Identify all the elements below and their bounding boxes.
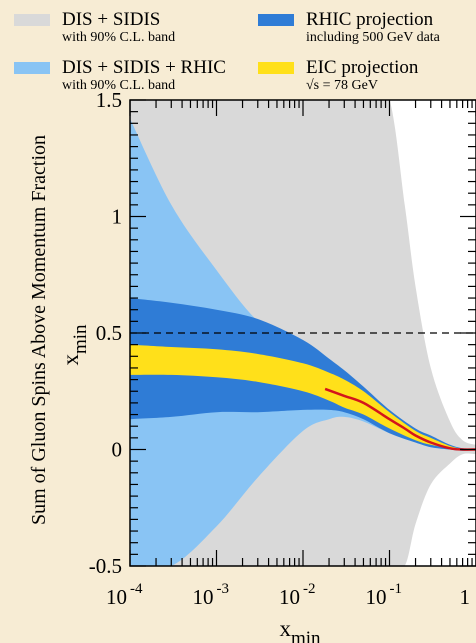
x-tick-label: 10 -4 [106, 581, 143, 609]
x-tick-label: 1 [460, 585, 471, 609]
legend-swatch [258, 14, 294, 26]
legend-label: EIC projection [306, 57, 419, 78]
central-curve-line [324, 387, 476, 451]
legend-label: RHIC projection [306, 9, 434, 30]
x-tick-label: 10 -3 [193, 581, 230, 609]
band-dis-sidis-rhic [130, 118, 476, 566]
y-tick-label: 0.5 [96, 321, 122, 345]
legend-note: with 90% C.L. band [62, 30, 175, 45]
y-tick-label: 0 [112, 438, 123, 462]
legend-swatch [14, 14, 50, 26]
ticks: -0.5 0 0.5 1 1.5 10 -4 10 -3 10 -2 10 -1 1 [89, 88, 476, 609]
legend-note: √s = 78 GeV [306, 78, 378, 93]
legend-label: DIS + SIDIS [62, 9, 160, 30]
legend-swatch [14, 62, 50, 74]
axis-labels: xmin Sum of Gluon Spins Above Momentum Fr… [28, 135, 321, 643]
band-eic-projection [130, 344, 476, 450]
y-tick-label: 1 [112, 205, 123, 229]
legend-label: DIS + SIDIS + RHIC [62, 57, 226, 78]
y-axis-label-xmin: xmin [58, 324, 91, 366]
x-tick-label: 10 -2 [279, 581, 316, 609]
legend-swatch [258, 62, 294, 74]
y-tick-label: -0.5 [89, 554, 122, 578]
x-tick-label: 10 -1 [366, 581, 403, 609]
y-axis-label: Sum of Gluon Spins Above Momentum Fracti… [28, 135, 50, 525]
y-tick-label: 1.5 [96, 88, 122, 112]
legend-note: with 90% C.L. band [62, 78, 175, 93]
x-axis-label: xmin [279, 616, 321, 643]
legend-eic-projection: EIC projection√s = 78 GeV [258, 57, 419, 93]
legend-note: including 500 GeV data [306, 30, 441, 45]
